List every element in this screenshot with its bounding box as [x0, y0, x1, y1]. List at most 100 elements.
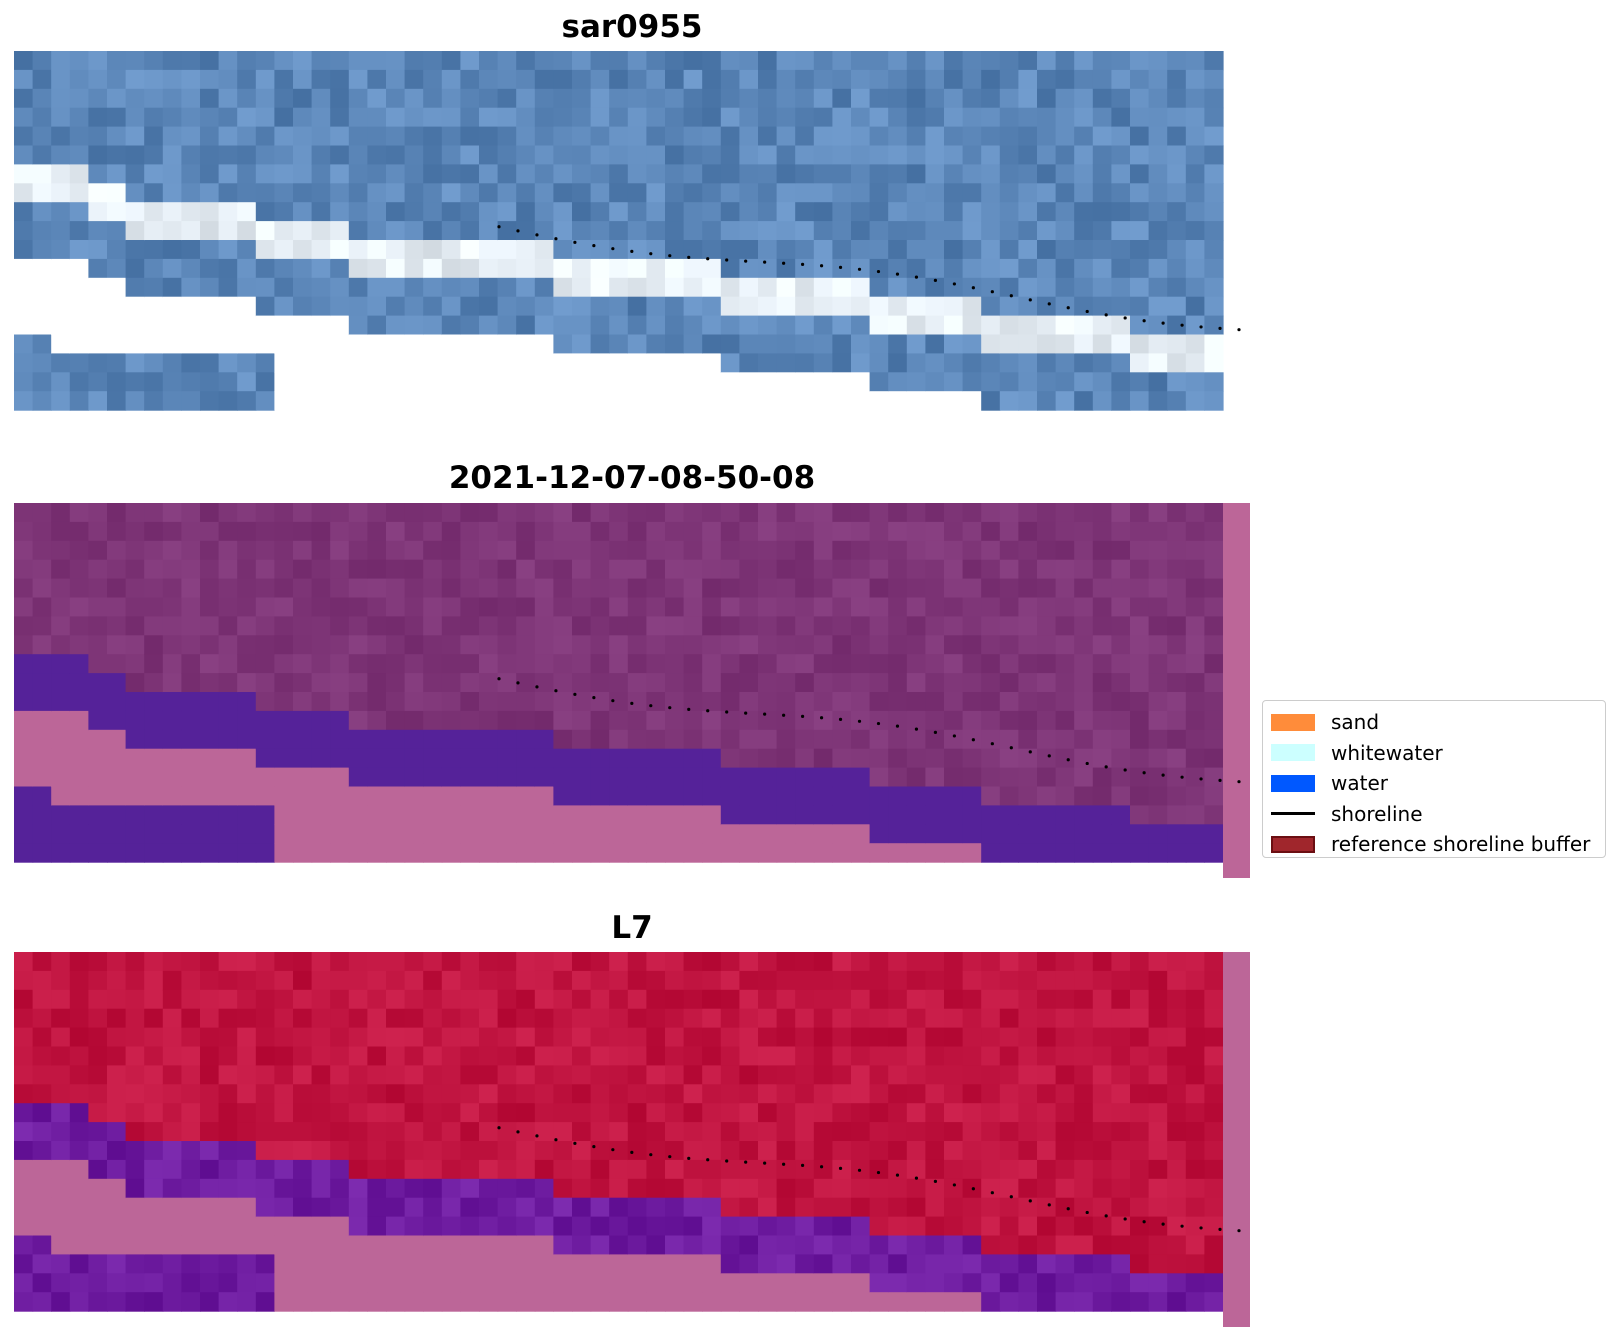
pixel	[144, 748, 164, 769]
pixel	[1074, 277, 1094, 298]
pixel	[107, 334, 127, 354]
pixel	[107, 1084, 127, 1104]
pixel	[218, 258, 238, 279]
pixel	[758, 1178, 778, 1199]
pixel	[795, 145, 815, 165]
pixel	[1092, 1235, 1112, 1255]
pixel	[14, 559, 34, 580]
pixel	[627, 391, 647, 411]
shoreline-point	[630, 701, 634, 705]
pixel	[1092, 51, 1112, 71]
pixel	[330, 521, 350, 542]
pixel	[888, 1084, 908, 1104]
pixel	[609, 1273, 629, 1293]
pixel	[646, 221, 666, 241]
pixel	[1167, 391, 1187, 411]
pixel	[1092, 296, 1112, 317]
pixel	[534, 1235, 554, 1255]
pixel	[69, 69, 89, 90]
pixel	[255, 1235, 275, 1255]
pixel	[1167, 258, 1187, 279]
pixel	[330, 559, 350, 580]
pixel	[255, 952, 275, 972]
pixel	[293, 824, 313, 844]
pixel	[330, 767, 350, 788]
pixel	[14, 1273, 34, 1293]
pixel	[925, 164, 945, 184]
pixel	[944, 578, 964, 599]
pixel	[497, 240, 517, 260]
pixel	[516, 202, 536, 222]
pixel	[590, 673, 610, 693]
pixel	[888, 391, 908, 411]
pixel	[293, 296, 313, 317]
pixel	[627, 710, 647, 731]
pixel	[739, 843, 759, 863]
pixel	[51, 202, 71, 222]
pixel	[1092, 277, 1112, 298]
pixel	[404, 126, 424, 147]
pixel	[51, 126, 71, 147]
pixel	[516, 315, 536, 336]
pixel	[832, 1235, 852, 1255]
pixel	[646, 1178, 666, 1199]
pixel	[386, 503, 406, 523]
pixel	[832, 107, 852, 128]
pixel	[479, 1141, 499, 1161]
pixel	[69, 1065, 89, 1085]
pixel	[51, 296, 71, 317]
pixel	[609, 1065, 629, 1085]
pixel	[69, 145, 89, 165]
pixel	[423, 353, 443, 373]
pixel	[590, 240, 610, 260]
pixel	[516, 1216, 536, 1237]
pixel	[367, 673, 387, 693]
pixel	[1092, 824, 1112, 844]
pixel	[832, 372, 852, 392]
pixel	[218, 673, 238, 693]
pixel	[702, 126, 722, 147]
pixel	[1092, 1292, 1112, 1312]
pixel	[534, 334, 554, 354]
pixel	[88, 729, 108, 750]
pixel	[237, 258, 257, 279]
pixel	[367, 989, 387, 1010]
pixel	[1055, 843, 1075, 863]
pixel	[441, 729, 461, 750]
pixel	[553, 69, 573, 90]
pixel	[776, 1084, 796, 1104]
pixel	[144, 258, 164, 279]
pixel	[404, 88, 424, 109]
pixel	[795, 989, 815, 1010]
pixel	[181, 1235, 201, 1255]
pixel	[962, 88, 982, 109]
pixel	[255, 88, 275, 109]
pixel	[720, 729, 740, 750]
pixel	[906, 692, 926, 712]
pixel	[925, 578, 945, 599]
pixel	[553, 1273, 573, 1293]
pixel	[32, 88, 52, 109]
pixel	[832, 1008, 852, 1029]
pixel	[1130, 240, 1150, 260]
pixel	[665, 1084, 685, 1104]
pixel	[590, 578, 610, 599]
shoreline-point	[1104, 1214, 1108, 1218]
pixel	[832, 952, 852, 972]
pixel	[311, 692, 331, 712]
pixel	[330, 1178, 350, 1199]
pixel	[32, 202, 52, 222]
pixel	[944, 1141, 964, 1161]
pixel	[906, 240, 926, 260]
pixel	[14, 258, 34, 279]
pixel	[460, 1103, 480, 1123]
pixel	[758, 1046, 778, 1066]
shoreline-point	[1199, 325, 1203, 329]
pixel	[293, 1084, 313, 1104]
pixel	[888, 277, 908, 298]
pixel	[404, 334, 424, 354]
pixel	[1148, 805, 1168, 825]
pixel	[590, 391, 610, 411]
pixel	[32, 1159, 52, 1180]
pixel	[1074, 1046, 1094, 1066]
